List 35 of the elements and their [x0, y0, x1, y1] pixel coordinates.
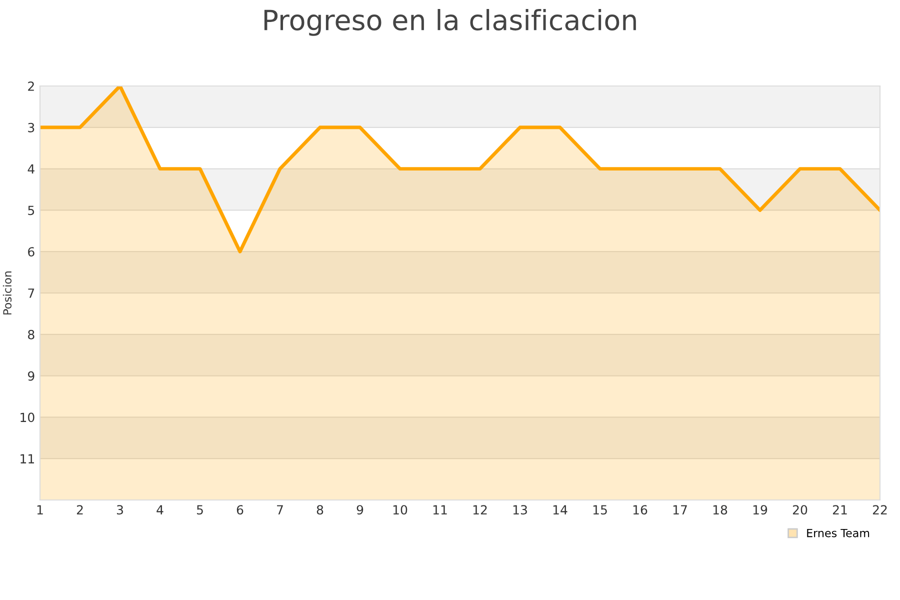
x-tick-label: 14 [553, 505, 568, 514]
x-tick-label: 13 [513, 505, 527, 515]
x-tick-label: 4 [156, 505, 164, 514]
x-tick-label: 17 [673, 505, 687, 514]
y-tick-label: 10 [20, 412, 34, 422]
x-tick-label: 19 [753, 505, 768, 515]
chart-title: Progreso en la clasificacion [264, 9, 636, 36]
x-tick-label: 9 [356, 505, 364, 515]
x-tick-label: 11 [433, 505, 447, 514]
y-tick-label: 4 [28, 164, 34, 174]
y-tick-label: 5 [28, 206, 34, 216]
x-tick-label: 22 [872, 505, 887, 514]
x-tick-label: 12 [473, 505, 487, 514]
x-tick-label: 21 [832, 505, 847, 514]
x-tick-label: 8 [316, 505, 324, 515]
y-tick-label: 7 [28, 288, 34, 298]
x-tick-label: 1 [37, 505, 43, 514]
x-tick-label: 16 [633, 505, 648, 515]
x-tick-label: 20 [792, 505, 808, 515]
x-tick-label: 7 [277, 505, 283, 514]
y-tick-label: 11 [20, 454, 34, 464]
x-tick-label: 2 [76, 505, 83, 514]
y-tick-label: 2 [28, 81, 34, 91]
x-tick-label: 15 [593, 505, 607, 515]
legend-label: Ernes Team [807, 528, 870, 538]
x-tick-label: 10 [393, 505, 408, 515]
y-tick-label: 6 [28, 247, 34, 257]
y-tick-label: 3 [28, 122, 34, 132]
x-tick-label: 6 [236, 505, 244, 515]
y-axis-title: Posicion [2, 271, 12, 314]
x-tick-label: 18 [713, 505, 728, 515]
x-tick-label: 5 [196, 505, 203, 515]
y-tick-label: 8 [28, 330, 34, 340]
y-tick-label: 9 [28, 371, 34, 381]
x-tick-label: 3 [116, 505, 123, 515]
